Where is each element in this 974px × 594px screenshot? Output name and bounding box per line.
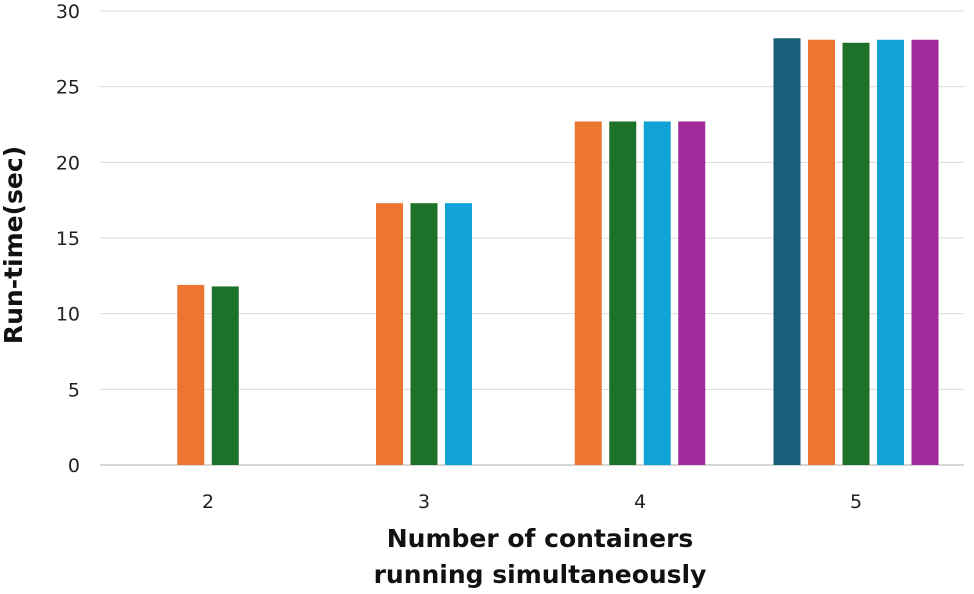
bar-5-series-3	[842, 42, 870, 465]
bar-3-series-4	[445, 203, 472, 465]
bar-4-series-3	[609, 121, 637, 465]
bar-3-series-2	[376, 203, 403, 465]
y-tick-label: 0	[68, 455, 80, 477]
bar-4-series-5	[678, 121, 706, 465]
bar-2-series-3	[211, 286, 239, 465]
bar-5-series-1	[773, 38, 801, 466]
y-tick-label: 15	[56, 228, 80, 250]
bar-5-series-4	[877, 39, 904, 465]
x-tick-label: 4	[634, 491, 646, 513]
bar-5-series-5	[911, 39, 939, 465]
bar-4-series-4	[643, 121, 671, 465]
bar-4-series-2	[574, 121, 602, 465]
y-tick-labels: 0 5 10 15 20 25 30	[56, 1, 80, 477]
x-axis-title-line-1: Number of containers	[387, 524, 694, 553]
bar-5-series-2	[808, 39, 835, 465]
x-tick-label: 5	[850, 491, 862, 513]
x-tick-label: 2	[202, 491, 214, 513]
y-tick-label: 20	[56, 152, 80, 174]
bar-3-series-3	[410, 203, 438, 465]
y-axis-title: Run-time(sec)	[0, 146, 28, 344]
x-tick-label: 3	[418, 491, 430, 513]
bars	[177, 38, 939, 466]
y-tick-label: 5	[68, 379, 80, 401]
bar-2-series-2	[177, 284, 205, 465]
y-tick-label: 30	[56, 1, 80, 23]
x-axis-title-line-2: running simultaneously	[374, 560, 707, 589]
x-tick-labels: 2 3 4 5	[202, 491, 862, 513]
y-tick-label: 10	[56, 304, 80, 326]
y-tick-label: 25	[56, 77, 80, 99]
